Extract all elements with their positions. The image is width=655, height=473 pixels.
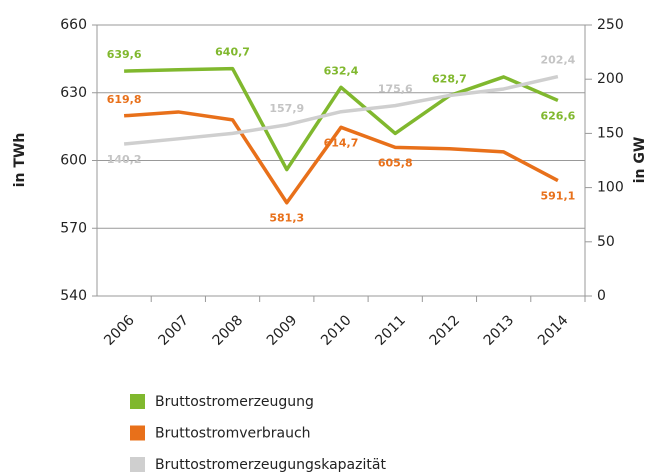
y-axis-label: in TWh: [12, 133, 28, 188]
value-label: 639,6: [107, 48, 142, 61]
y-tick-label: 600: [60, 153, 87, 169]
y-tick-label: 540: [60, 288, 87, 304]
series-line: [123, 110, 559, 205]
value-label: 614,7: [324, 136, 359, 149]
y2-tick-label: 100: [597, 180, 624, 196]
y2-tick-label: 150: [597, 125, 624, 141]
y2-tick-label: 0: [597, 288, 606, 304]
y2-tick-label: 250: [597, 17, 624, 33]
y2-tick-label: 200: [597, 71, 624, 87]
y-tick-label: 630: [60, 85, 87, 101]
y-tick-label: 570: [60, 220, 87, 236]
legend-swatch: [130, 394, 145, 409]
legend-label: Bruttostromverbrauch: [155, 426, 311, 442]
y2-tick-label: 50: [597, 234, 615, 250]
value-label: 581,3: [269, 212, 304, 225]
x-tick-label: 2013: [481, 312, 518, 349]
y-tick-label: 660: [60, 17, 87, 33]
x-tick-label: 2014: [535, 312, 572, 349]
value-label: 640,7: [215, 46, 250, 59]
x-tick-label: 2011: [372, 312, 409, 349]
legend-label: Bruttostromerzeugungskapazität: [155, 457, 386, 473]
value-label: 140,2: [107, 153, 142, 166]
legend-label: Bruttostromerzeugung: [155, 394, 314, 410]
value-label: 626,6: [540, 109, 575, 122]
x-tick-label: 2006: [101, 312, 138, 349]
x-tick-label: 2008: [210, 312, 247, 349]
series-line: [123, 74, 559, 146]
value-label: 605,8: [378, 156, 413, 169]
x-tick-label: 2007: [155, 312, 192, 349]
x-tick-label: 2009: [264, 312, 301, 349]
value-label: 632,4: [324, 64, 359, 77]
series-line: [124, 66, 559, 172]
x-tick-label: 2012: [427, 312, 464, 349]
value-label: 591,1: [540, 190, 575, 203]
value-label: 202,4: [540, 54, 575, 67]
x-tick-label: 2010: [318, 312, 355, 349]
legend-swatch: [130, 425, 145, 441]
y2-axis-label: in GW: [632, 137, 648, 184]
value-label: 628,7: [432, 73, 467, 86]
value-label: 175,6: [378, 83, 413, 96]
legend-swatch: [130, 457, 145, 472]
value-label: 157,9: [269, 102, 304, 115]
value-label: 619,8: [107, 93, 142, 106]
